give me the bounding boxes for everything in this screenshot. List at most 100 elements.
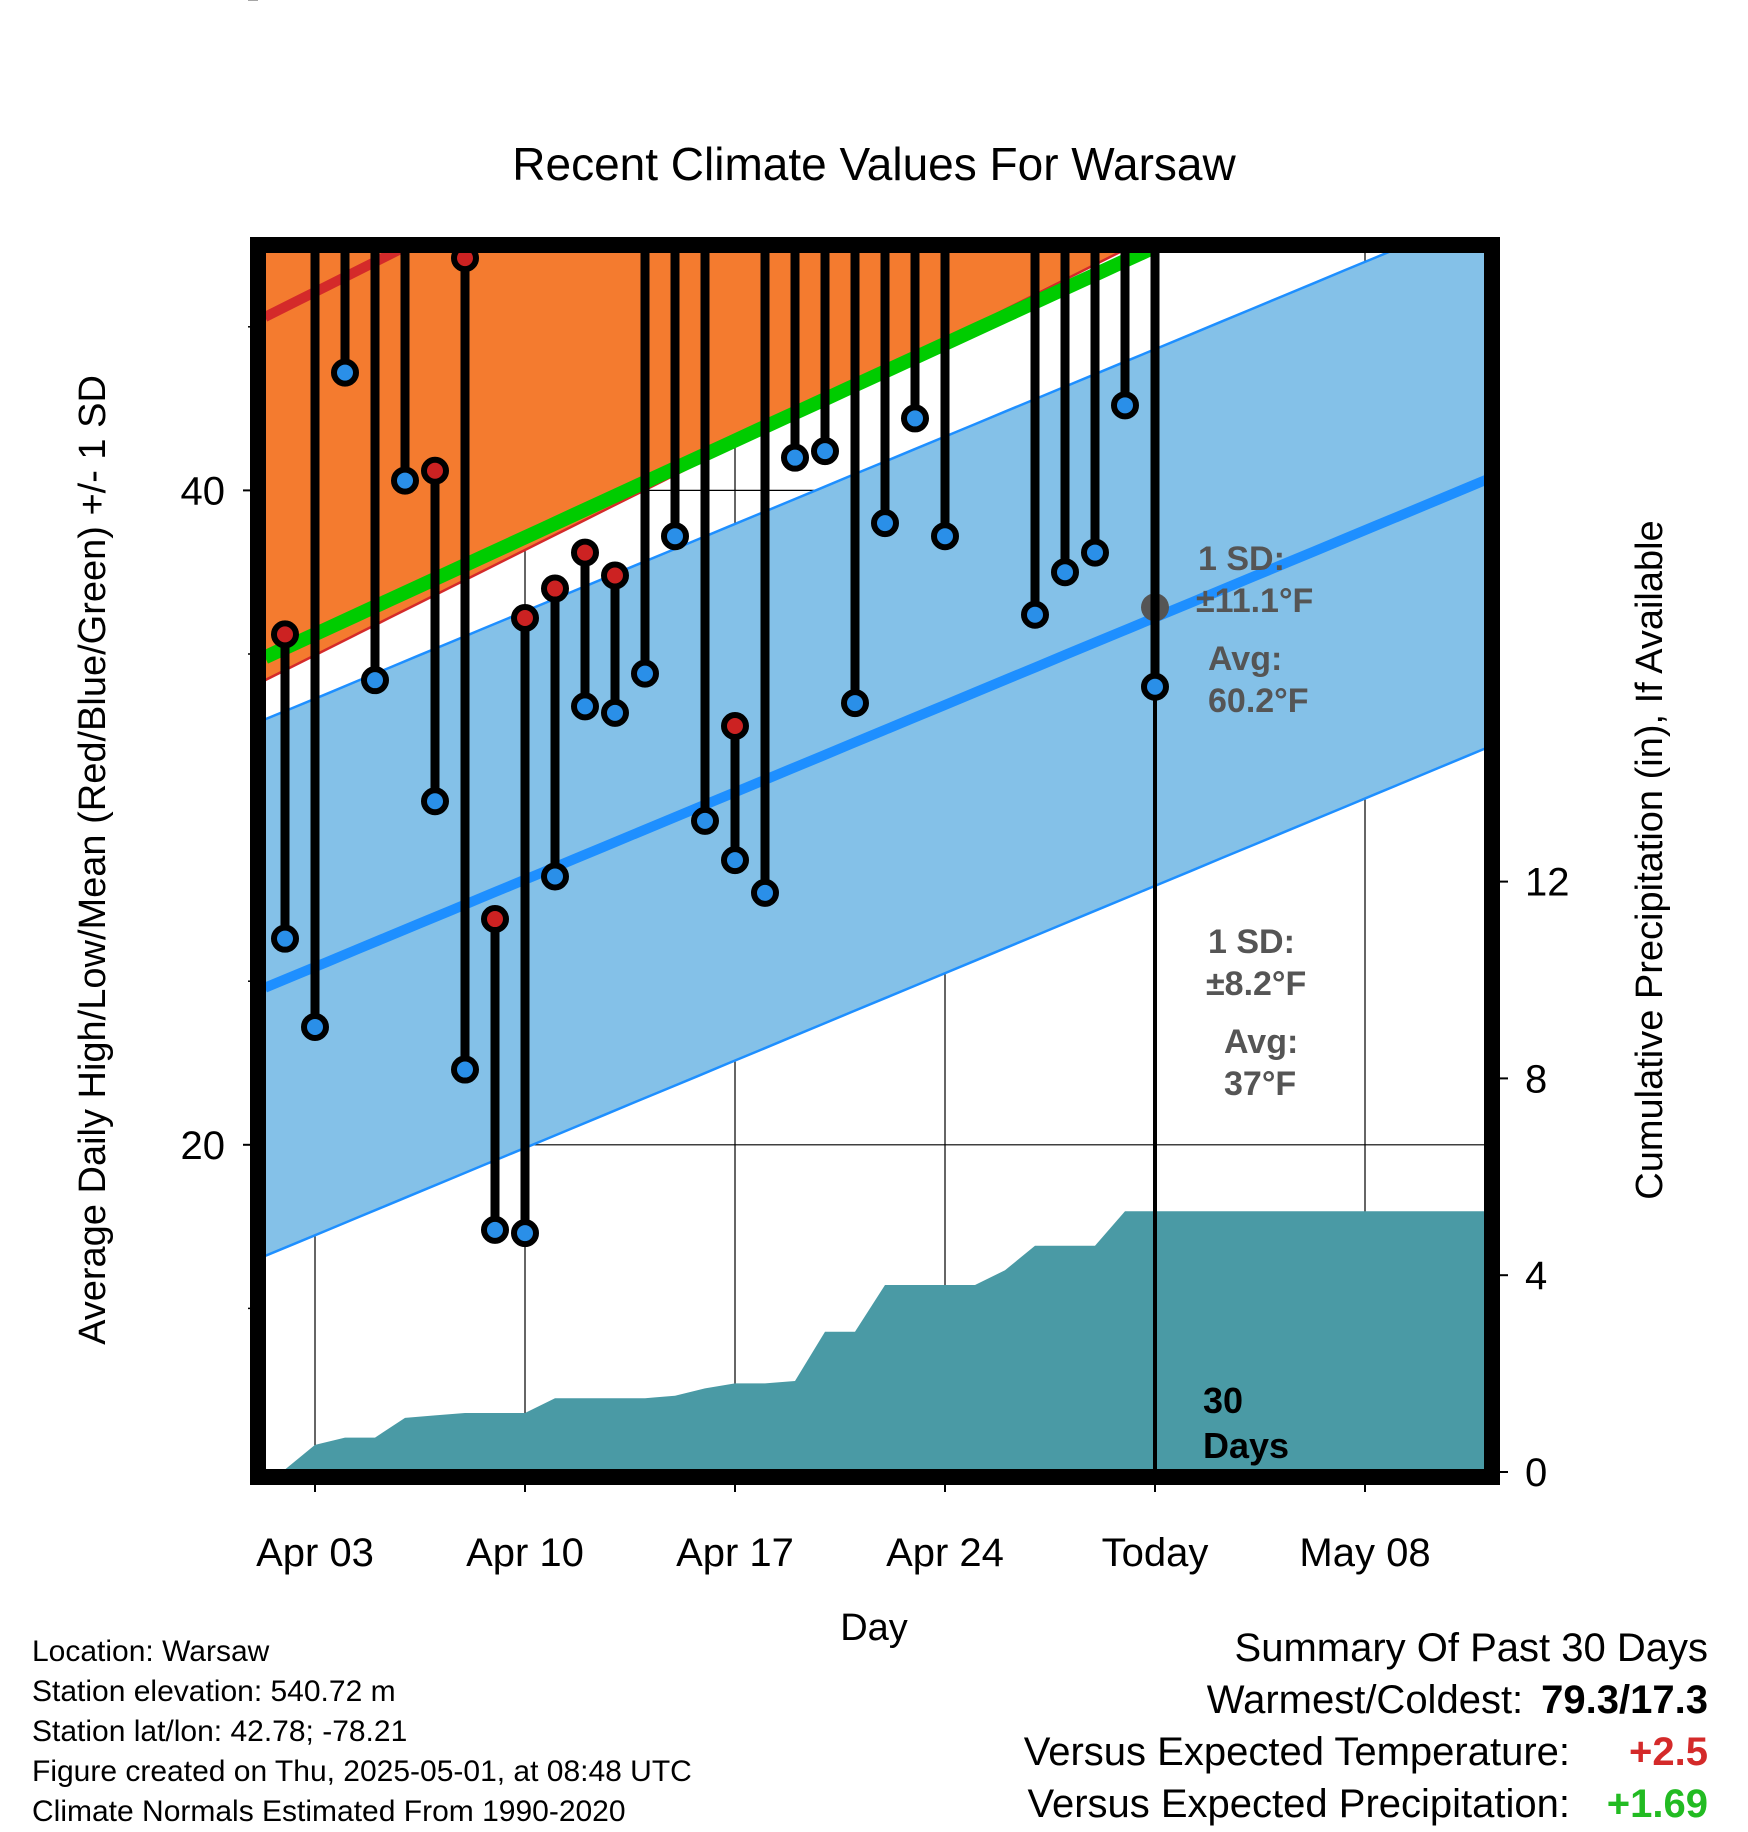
normal-low-line xyxy=(265,474,1485,993)
high-point xyxy=(304,191,326,213)
low-point xyxy=(994,18,1016,40)
high-point xyxy=(511,604,539,633)
high-point xyxy=(481,905,509,934)
low-point xyxy=(331,358,359,387)
high-point xyxy=(721,711,749,740)
low-point xyxy=(721,846,749,875)
x-axis-label: Day xyxy=(840,1607,908,1649)
plot-frame xyxy=(250,237,1500,1485)
y-axis-label: Average Daily High/Low/Mean (Red/Blue/Gr… xyxy=(72,375,114,1345)
window-unit: Days xyxy=(1203,1425,1289,1466)
summary-heading: Summary Of Past 30 Days xyxy=(1234,1626,1708,1670)
low-sd-value: ±8.2°F xyxy=(1206,965,1306,1003)
high-point xyxy=(421,456,449,485)
low-point xyxy=(361,666,389,695)
temp-value: +2.5 xyxy=(1629,1730,1708,1774)
low-point xyxy=(661,522,689,551)
annotations: 1 SD: ±11.1°F Avg: 60.2°F 1 SD: ±8.2°F A… xyxy=(1196,540,1313,1466)
x-tick-label: Today xyxy=(1102,1531,1209,1575)
low-point xyxy=(691,806,719,835)
high-point xyxy=(571,538,599,567)
daily-markers xyxy=(271,18,1169,1248)
y2-axis-label: Cumulative Precipitation (in), If Availa… xyxy=(1629,520,1671,1199)
high-avg-value: 60.2°F xyxy=(1208,682,1309,720)
y2-tick-label: 12 xyxy=(1525,861,1570,905)
plot-area xyxy=(265,18,1485,1472)
low-avg-label: Avg: xyxy=(1224,1023,1298,1061)
low-point xyxy=(571,692,599,721)
low-avg-value: 37°F xyxy=(1224,1065,1296,1103)
low-band-lower xyxy=(265,747,1485,1258)
summary-panel: Summary Of Past 30 Days Warmest/Coldest:… xyxy=(1024,1622,1708,1830)
high-sd-value: ±11.1°F xyxy=(1196,582,1313,620)
low-sd-band xyxy=(265,250,1485,1256)
y2-tick-label: 8 xyxy=(1525,1057,1547,1101)
low-sd-label: 1 SD: xyxy=(1208,923,1295,961)
low-point xyxy=(751,878,779,907)
warm-cold-value: 79.3/17.3 xyxy=(1541,1678,1708,1722)
low-point xyxy=(1081,538,1109,567)
x-tick-label: Apr 03 xyxy=(256,1531,374,1575)
summary-warm-cold: Warmest/Coldest: 79.3/17.3 xyxy=(1024,1674,1708,1726)
warm-cold-label: Warmest/Coldest: xyxy=(1206,1678,1524,1722)
location-text: Location: Warsaw xyxy=(32,1635,270,1668)
low-point xyxy=(871,509,899,538)
y2-tick-label: 0 xyxy=(1525,1451,1547,1495)
high-point xyxy=(754,191,776,213)
low-point xyxy=(421,787,449,816)
y-tick-label: 40 xyxy=(181,469,226,513)
precip-label: Versus Expected Precipitation: xyxy=(1027,1782,1570,1826)
latlon-text: Station lat/lon: 42.78; -78.21 xyxy=(32,1715,408,1748)
low-point xyxy=(841,689,869,718)
low-point xyxy=(541,862,569,891)
window-number: 30 xyxy=(1203,1380,1243,1421)
temp-label: Versus Expected Temperature: xyxy=(1023,1730,1570,1774)
high-avg-label: Avg: xyxy=(1208,640,1282,678)
low-point xyxy=(631,659,659,688)
chart-title: Recent Climate Values For Warsaw xyxy=(512,138,1236,190)
low-point xyxy=(481,1215,509,1244)
daily-stems xyxy=(280,250,1160,1234)
low-point xyxy=(601,698,629,727)
precip-area xyxy=(285,1211,1485,1472)
low-point xyxy=(781,443,809,472)
high-point xyxy=(451,250,479,273)
high-sd-label: 1 SD: xyxy=(1198,540,1285,578)
low-point xyxy=(301,1013,329,1042)
low-point xyxy=(271,924,299,953)
x-tick-label: May 08 xyxy=(1299,1531,1430,1575)
high-point xyxy=(271,620,299,649)
precip-value: +1.69 xyxy=(1606,1782,1708,1826)
created-text: Figure created on Thu, 2025-05-01, at 08… xyxy=(32,1755,692,1788)
low-point xyxy=(1051,558,1079,587)
high-point xyxy=(634,87,656,109)
high-point xyxy=(601,561,629,590)
y2-tick-label: 4 xyxy=(1525,1254,1547,1298)
low-point xyxy=(1141,672,1169,701)
normals-text: Climate Normals Estimated From 1990-2020 xyxy=(32,1795,626,1828)
low-point xyxy=(901,404,929,433)
precipitation-area xyxy=(285,1211,1485,1472)
x-tick-label: Apr 17 xyxy=(676,1531,794,1575)
elevation-text: Station elevation: 540.72 m xyxy=(32,1675,396,1708)
high-point xyxy=(541,574,569,603)
low-point xyxy=(964,87,986,109)
x-tick-label: Apr 24 xyxy=(886,1531,1004,1575)
low-point xyxy=(1111,391,1139,420)
low-point xyxy=(391,466,419,495)
low-point xyxy=(811,437,839,466)
low-point xyxy=(1021,600,1049,629)
summary-precip: Versus Expected Precipitation: +1.69 xyxy=(1024,1778,1708,1830)
station-info: Location: Warsaw Station elevation: 540.… xyxy=(32,1632,692,1832)
low-point xyxy=(451,1055,479,1084)
high-point xyxy=(364,87,386,109)
low-point xyxy=(931,522,959,551)
y-tick-label: 20 xyxy=(181,1124,226,1168)
high-point xyxy=(1144,31,1166,53)
summary-temp: Versus Expected Temperature: +2.5 xyxy=(1024,1726,1708,1778)
high-point xyxy=(904,83,926,105)
low-point xyxy=(511,1219,539,1248)
x-tick-label: Apr 10 xyxy=(466,1531,584,1575)
